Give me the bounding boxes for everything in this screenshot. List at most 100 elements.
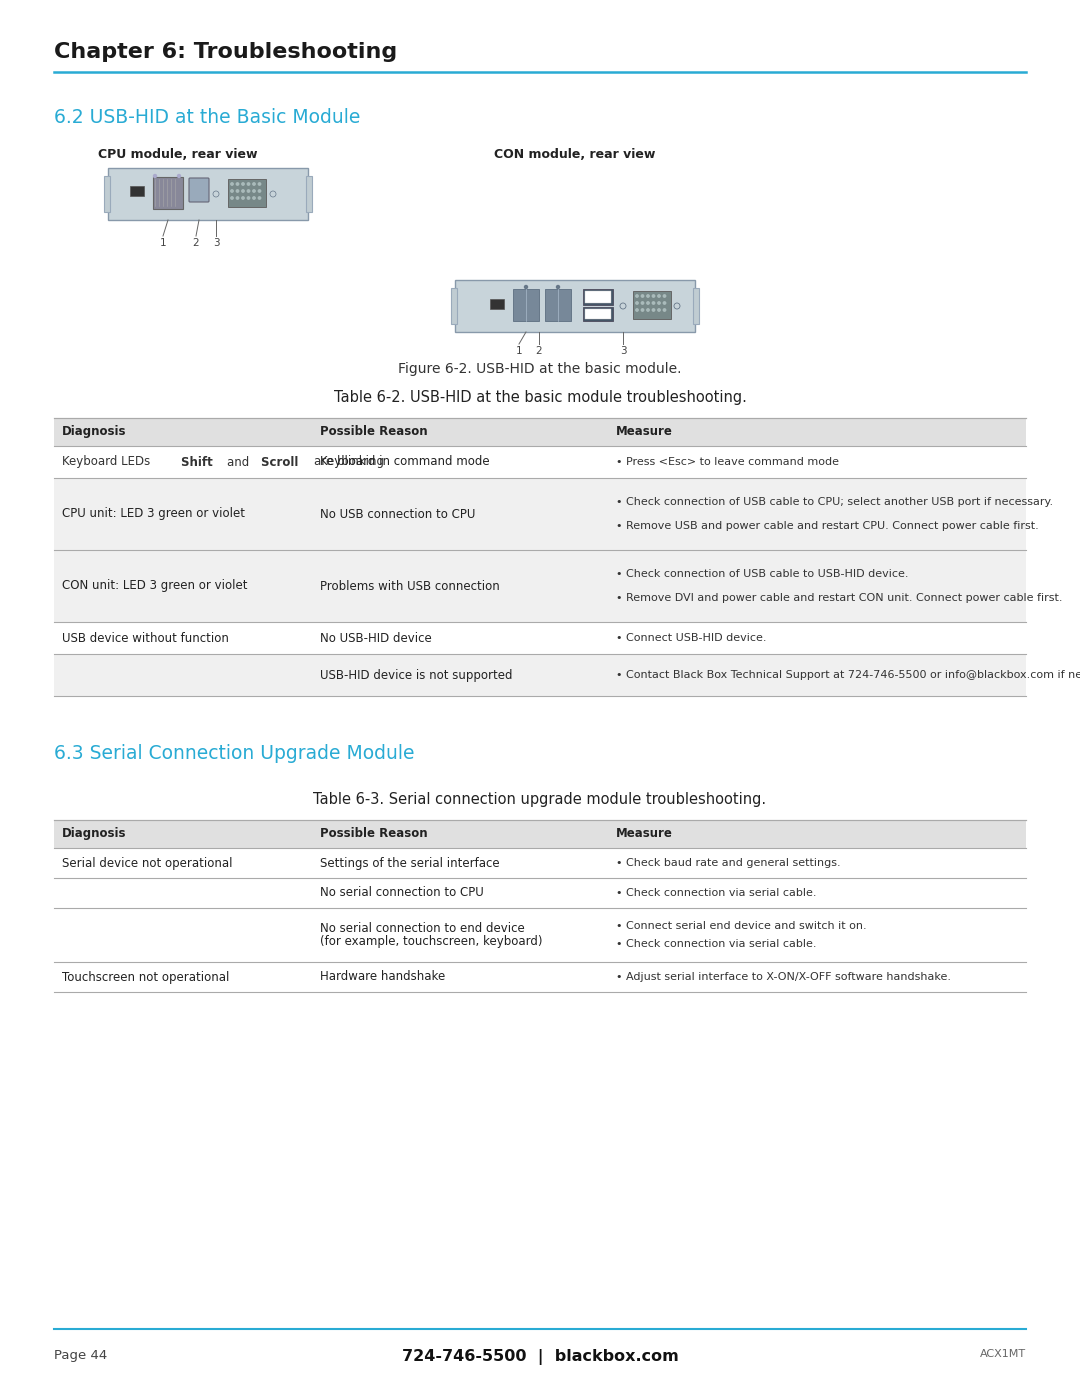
Text: CON module, rear view: CON module, rear view: [495, 148, 656, 161]
Bar: [104, 176, 110, 212]
Bar: [585, 291, 611, 303]
Bar: [54, 963, 1026, 992]
Text: Shift: Shift: [180, 455, 217, 468]
Text: • Check connection of USB cable to CPU; select another USB port if necessary.: • Check connection of USB cable to CPU; …: [616, 497, 1053, 507]
Text: 724-746-5500  |  blackbox.com: 724-746-5500 | blackbox.com: [402, 1350, 678, 1365]
Bar: [693, 288, 699, 324]
Text: No serial connection to end device: No serial connection to end device: [320, 922, 524, 935]
Text: Settings of the serial interface: Settings of the serial interface: [320, 856, 499, 869]
Circle shape: [663, 295, 665, 298]
Text: • Connect USB-HID device.: • Connect USB-HID device.: [616, 633, 767, 643]
Bar: [54, 478, 1026, 550]
Bar: [130, 186, 144, 196]
Circle shape: [642, 295, 644, 298]
Text: CPU unit: LED 3 green or violet: CPU unit: LED 3 green or violet: [62, 507, 245, 521]
Bar: [545, 289, 571, 321]
Text: 2: 2: [536, 346, 542, 356]
Circle shape: [253, 197, 255, 200]
Text: USB-HID device is not supported: USB-HID device is not supported: [320, 669, 512, 682]
Text: 6.2 USB-HID at the Basic Module: 6.2 USB-HID at the Basic Module: [54, 108, 361, 127]
Text: 3: 3: [620, 346, 626, 356]
Circle shape: [258, 190, 260, 193]
Bar: [54, 446, 1026, 478]
Bar: [54, 550, 1026, 622]
Text: 1: 1: [515, 346, 523, 356]
Text: Possible Reason: Possible Reason: [320, 425, 428, 439]
Text: • Adjust serial interface to X-ON/X-OFF software handshake.: • Adjust serial interface to X-ON/X-OFF …: [616, 972, 951, 982]
Circle shape: [242, 183, 244, 186]
Bar: [490, 299, 504, 309]
Circle shape: [258, 183, 260, 186]
Circle shape: [663, 309, 665, 312]
Text: • Contact Black Box Technical Support at 724-746-5500 or info@blackbox.com if ne: • Contact Black Box Technical Support at…: [616, 671, 1080, 680]
Text: and: and: [227, 455, 253, 468]
Text: Table 6-2. USB-HID at the basic module troubleshooting.: Table 6-2. USB-HID at the basic module t…: [334, 390, 746, 405]
Circle shape: [658, 302, 660, 305]
Bar: [451, 288, 457, 324]
Bar: [633, 291, 671, 319]
Bar: [585, 309, 611, 319]
Text: CON unit: LED 3 green or violet: CON unit: LED 3 green or violet: [62, 580, 247, 592]
Circle shape: [237, 190, 239, 193]
Bar: [54, 877, 1026, 908]
Text: Measure: Measure: [616, 827, 673, 840]
Text: (for example, touchscreen, keyboard): (for example, touchscreen, keyboard): [320, 936, 542, 949]
Text: are blinking: are blinking: [314, 455, 388, 468]
Circle shape: [231, 197, 233, 200]
Bar: [583, 307, 613, 321]
Bar: [54, 622, 1026, 654]
Circle shape: [652, 309, 654, 312]
Text: Figure 6-2. USB-HID at the basic module.: Figure 6-2. USB-HID at the basic module.: [399, 362, 681, 376]
Circle shape: [247, 183, 249, 186]
Text: Table 6-3. Serial connection upgrade module troubleshooting.: Table 6-3. Serial connection upgrade mod…: [313, 792, 767, 807]
Text: • Press <Esc> to leave command mode: • Press <Esc> to leave command mode: [616, 457, 839, 467]
Bar: [54, 848, 1026, 877]
Circle shape: [636, 302, 638, 305]
Text: No USB-HID device: No USB-HID device: [320, 631, 431, 644]
Circle shape: [652, 302, 654, 305]
Circle shape: [237, 197, 239, 200]
Circle shape: [253, 190, 255, 193]
Text: • Check baud rate and general settings.: • Check baud rate and general settings.: [616, 858, 840, 868]
Circle shape: [242, 190, 244, 193]
Circle shape: [658, 309, 660, 312]
Text: Keyboard in command mode: Keyboard in command mode: [320, 455, 489, 468]
Text: USB device without function: USB device without function: [62, 631, 229, 644]
Circle shape: [231, 190, 233, 193]
Text: • Check connection via serial cable.: • Check connection via serial cable.: [616, 939, 816, 949]
Text: Measure: Measure: [616, 425, 673, 439]
Circle shape: [237, 183, 239, 186]
Circle shape: [658, 295, 660, 298]
Bar: [153, 177, 183, 210]
FancyBboxPatch shape: [189, 177, 210, 203]
Text: No USB connection to CPU: No USB connection to CPU: [320, 507, 475, 521]
Text: • Check connection of USB cable to USB-HID device.: • Check connection of USB cable to USB-H…: [616, 569, 908, 578]
Text: 6.3 Serial Connection Upgrade Module: 6.3 Serial Connection Upgrade Module: [54, 745, 415, 763]
Bar: [54, 418, 1026, 446]
Circle shape: [663, 302, 665, 305]
Text: 1: 1: [160, 237, 166, 249]
Bar: [54, 908, 1026, 963]
Text: ACX1MT: ACX1MT: [980, 1350, 1026, 1359]
Circle shape: [636, 309, 638, 312]
Text: Hardware handshake: Hardware handshake: [320, 971, 445, 983]
Bar: [513, 289, 539, 321]
Text: • Connect serial end device and switch it on.: • Connect serial end device and switch i…: [616, 921, 866, 930]
Circle shape: [242, 197, 244, 200]
Circle shape: [253, 183, 255, 186]
Text: No serial connection to CPU: No serial connection to CPU: [320, 887, 484, 900]
Text: • Remove DVI and power cable and restart CON unit. Connect power cable first.: • Remove DVI and power cable and restart…: [616, 592, 1063, 604]
Circle shape: [247, 197, 249, 200]
Circle shape: [642, 309, 644, 312]
FancyBboxPatch shape: [455, 279, 696, 332]
Circle shape: [636, 295, 638, 298]
Bar: [54, 820, 1026, 848]
Circle shape: [258, 197, 260, 200]
Text: • Check connection via serial cable.: • Check connection via serial cable.: [616, 888, 816, 898]
Circle shape: [525, 285, 527, 289]
FancyBboxPatch shape: [108, 168, 308, 219]
Text: Touchscreen not operational: Touchscreen not operational: [62, 971, 229, 983]
Circle shape: [153, 175, 157, 177]
Circle shape: [652, 295, 654, 298]
Text: Chapter 6: Troubleshooting: Chapter 6: Troubleshooting: [54, 42, 397, 61]
